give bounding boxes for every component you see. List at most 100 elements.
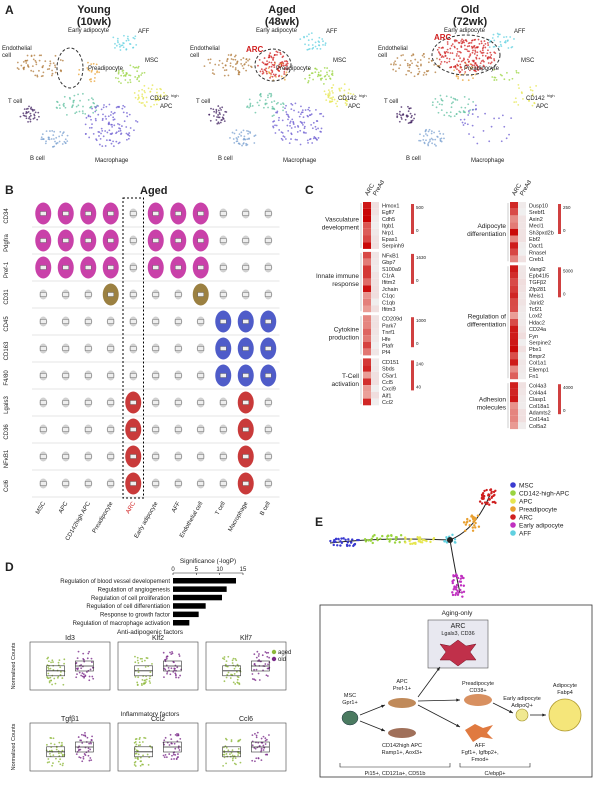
trajectory-and-schematic: MSCCD142-high-APCAPCPreadipocyteARCEarly… xyxy=(319,482,593,778)
cell-point xyxy=(240,134,243,137)
cell-point xyxy=(129,79,132,81)
box-point xyxy=(47,660,50,663)
cell-point xyxy=(112,140,114,143)
cell-point xyxy=(274,132,277,134)
heat-cell xyxy=(510,365,518,373)
box-point xyxy=(76,668,79,671)
traj-point xyxy=(473,524,476,527)
cell-point xyxy=(346,103,348,105)
cell-point xyxy=(451,43,454,46)
cell-point xyxy=(30,106,33,109)
cell-point xyxy=(203,65,206,67)
traj-point xyxy=(451,591,454,594)
cell-point xyxy=(411,62,413,65)
traj-legend-swatch xyxy=(510,482,516,488)
cell-point xyxy=(413,113,416,116)
cell-point xyxy=(326,67,329,69)
cell-point xyxy=(436,101,439,103)
box-point xyxy=(251,759,254,762)
cell-point xyxy=(270,101,273,103)
cell-point xyxy=(459,118,462,121)
cell-point xyxy=(132,65,135,68)
panel-d-letter: D xyxy=(5,560,14,574)
box-point xyxy=(233,667,236,670)
cell-point xyxy=(472,136,475,139)
box-point xyxy=(236,681,239,684)
preadipocyte-label: Preadipocyte xyxy=(276,66,312,72)
cell-point xyxy=(125,126,128,128)
box-gene-title: Ccl2 xyxy=(151,716,165,723)
cell-point xyxy=(513,101,516,104)
cell-point xyxy=(269,76,271,79)
plot-aged-title: Aged (48wk) xyxy=(232,4,332,28)
cell-point xyxy=(150,105,152,108)
traj-point xyxy=(464,529,467,533)
cell-point xyxy=(311,127,314,130)
cell-point xyxy=(467,61,470,63)
violin-box xyxy=(175,427,182,432)
traj-point xyxy=(409,542,412,546)
box-point xyxy=(236,675,239,678)
cell-point xyxy=(319,70,322,72)
cell-point xyxy=(446,57,448,60)
cell-point xyxy=(122,72,125,74)
traj-point xyxy=(460,591,464,594)
box-point xyxy=(144,737,147,740)
cell-point xyxy=(398,113,401,116)
cell-point xyxy=(283,71,286,73)
cell-point xyxy=(137,74,140,77)
violin-box xyxy=(175,265,182,270)
box-point xyxy=(253,663,256,666)
heat-cell xyxy=(363,342,371,349)
violin-box xyxy=(152,427,159,432)
cell-point xyxy=(271,105,274,108)
cell-point xyxy=(61,59,64,62)
cell-point xyxy=(407,110,410,113)
heat-cell xyxy=(371,335,379,342)
box-point xyxy=(225,753,228,755)
cell-point xyxy=(422,139,425,141)
cell-point xyxy=(449,115,452,118)
section-inflammatory: Inflammatory factors xyxy=(121,711,181,718)
bar-category-label: Regulation of macrophage activation xyxy=(73,621,170,627)
cell-point xyxy=(301,109,304,112)
cell-point xyxy=(120,44,123,47)
heat-cell xyxy=(510,388,518,396)
cell-point xyxy=(465,40,468,43)
heat-gene-label: Ccl2 xyxy=(382,400,393,406)
apc-label: APC xyxy=(536,104,549,110)
cell-point xyxy=(464,106,467,109)
cell-point xyxy=(38,59,41,62)
heat-cell xyxy=(363,208,371,216)
cell-point xyxy=(456,53,458,55)
cell-point xyxy=(260,95,262,98)
gene-label: CD31 xyxy=(4,289,10,305)
cell-point xyxy=(114,76,117,79)
heat-cell xyxy=(363,371,371,379)
violin-box xyxy=(220,454,227,459)
traj-legend-label: Preadipocyte xyxy=(519,507,557,514)
cell-point xyxy=(400,114,402,117)
cell-point xyxy=(88,126,91,129)
cluster-label: Macrophage xyxy=(228,500,250,532)
box-point xyxy=(266,753,268,756)
cell-point xyxy=(209,58,212,61)
cell-point xyxy=(222,66,225,69)
cell-point xyxy=(94,110,97,113)
traj-point xyxy=(336,544,339,547)
cell-point xyxy=(407,115,409,118)
heat-gene-label: Serpine2 xyxy=(529,341,551,347)
heat-cell xyxy=(371,315,379,322)
cell-point xyxy=(462,124,465,126)
traj-point xyxy=(461,595,464,598)
cell-point xyxy=(468,133,470,135)
cell-point xyxy=(491,37,494,39)
cell-point xyxy=(322,43,324,46)
box-point xyxy=(230,751,233,754)
cell-point xyxy=(234,63,237,65)
cell-point xyxy=(308,74,311,77)
traj-point xyxy=(492,494,495,498)
box-point xyxy=(225,762,227,765)
cell-point xyxy=(271,107,274,110)
cell-point xyxy=(425,133,427,135)
